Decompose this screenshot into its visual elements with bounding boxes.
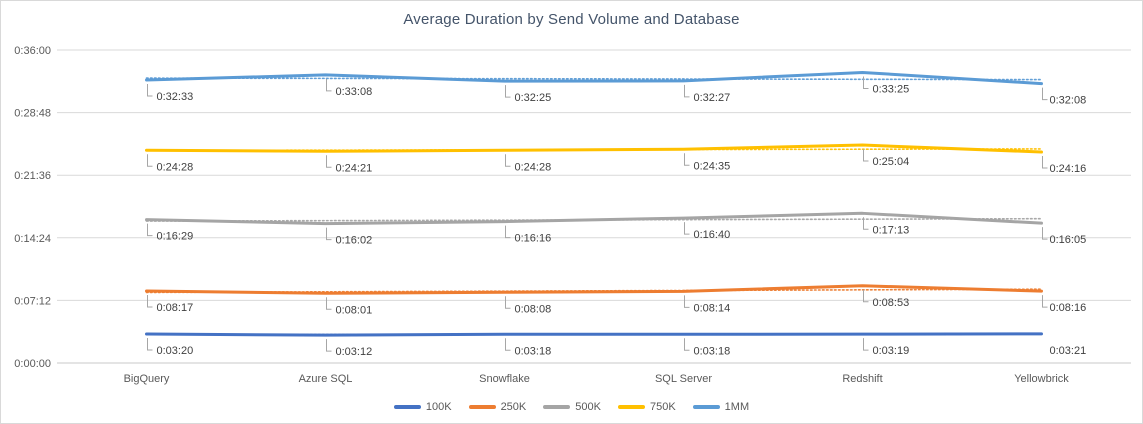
data-label-250K-SQL-Server: 0:08:14 <box>694 302 731 314</box>
legend-label: 1MM <box>724 401 750 413</box>
data-label-750K-Yellowbrick: 0:24:16 <box>1050 163 1087 175</box>
data-label-leader <box>1042 295 1048 308</box>
data-label-500K-SQL-Server: 0:16:40 <box>694 229 731 241</box>
y-axis-tick-label: 0:07:12 <box>14 295 51 307</box>
x-axis-category-label: SQL Server <box>655 373 712 385</box>
trendline-250K <box>145 288 1043 294</box>
legend-swatch-100K <box>393 405 421 409</box>
data-label-1MM-Redshift: 0:33:25 <box>873 83 910 95</box>
legend-item-250K[interactable]: 250K <box>468 401 527 413</box>
data-label-leader <box>326 339 332 352</box>
data-label-500K-Redshift: 0:17:13 <box>873 224 910 236</box>
trendline-1MM <box>145 77 1043 81</box>
data-label-100K-Azure-SQL: 0:03:12 <box>336 346 373 358</box>
data-label-leader <box>684 295 690 308</box>
data-label-500K-Snowflake: 0:16:16 <box>515 233 552 245</box>
trendline-500K <box>145 217 1043 222</box>
legend-item-500K[interactable]: 500K <box>543 401 601 413</box>
x-axis-category-label: Snowflake <box>479 373 530 385</box>
data-label-250K-Azure-SQL: 0:08:01 <box>336 304 373 316</box>
data-label-100K-Yellowbrick: 0:03:21 <box>1050 345 1087 357</box>
data-label-leader <box>863 149 869 162</box>
data-label-750K-BigQuery: 0:24:28 <box>157 161 194 173</box>
legend-item-750K[interactable]: 750K <box>617 401 676 413</box>
legend-label: 100K <box>425 401 452 413</box>
data-label-leader <box>863 338 869 351</box>
data-label-1MM-SQL-Server: 0:32:27 <box>694 92 731 104</box>
data-label-leader <box>684 153 690 166</box>
trendline-100K <box>145 333 1043 336</box>
data-label-100K-BigQuery: 0:03:20 <box>157 345 194 357</box>
data-label-leader <box>326 227 332 241</box>
data-label-leader <box>147 294 153 308</box>
data-label-leader <box>863 76 869 89</box>
data-label-leader <box>1042 227 1048 240</box>
data-label-1MM-Azure-SQL: 0:33:08 <box>336 86 373 98</box>
legend: 100K 250K 500K 750K 1MM <box>1 401 1142 413</box>
y-axis-tick-label: 0:14:24 <box>14 233 51 245</box>
data-label-leader <box>326 155 332 168</box>
data-label-250K-Redshift: 0:08:53 <box>873 297 910 309</box>
y-axis-tick-label: 0:00:00 <box>14 358 51 370</box>
data-label-1MM-Yellowbrick: 0:32:08 <box>1050 95 1087 107</box>
legend-swatch-750K <box>617 405 645 409</box>
data-label-leader <box>505 338 511 351</box>
y-axis-tick-label: 0:21:36 <box>14 170 51 182</box>
data-label-leader <box>505 154 511 167</box>
data-label-leader <box>505 85 511 98</box>
chart-title: Average Duration by Send Volume and Data… <box>403 11 740 28</box>
data-label-leader <box>684 338 690 351</box>
series-line-1MM <box>145 70 1043 86</box>
data-label-250K-Yellowbrick: 0:08:16 <box>1050 302 1087 314</box>
data-label-750K-Redshift: 0:25:04 <box>873 156 910 168</box>
data-label-leader <box>147 223 153 237</box>
data-label-leader <box>684 222 690 235</box>
series-line-250K <box>145 284 1043 295</box>
data-label-leader <box>1042 87 1048 101</box>
data-label-750K-Azure-SQL: 0:24:21 <box>336 162 373 174</box>
y-axis-tick-label: 0:36:00 <box>14 45 51 57</box>
data-label-500K-BigQuery: 0:16:29 <box>157 231 194 243</box>
legend-label: 500K <box>575 401 601 413</box>
data-label-leader <box>863 217 869 230</box>
data-label-leader <box>505 296 511 309</box>
data-label-leader <box>147 83 153 97</box>
data-label-100K-SQL-Server: 0:03:18 <box>694 345 731 357</box>
chart-canvas: 0:00:00 0:07:12 0:14:24 0:21:36 0:28:48 0:36:… <box>14 45 1131 385</box>
legend-item-1MM[interactable]: 1MM <box>692 401 750 413</box>
x-axis-category-label: Redshift <box>842 373 882 385</box>
x-axis-category-label: Yellowbrick <box>1014 373 1069 385</box>
data-label-250K-Snowflake: 0:08:08 <box>515 303 552 315</box>
legend-swatch-1MM <box>692 405 720 409</box>
data-label-leader <box>863 289 869 303</box>
data-label-250K-BigQuery: 0:08:17 <box>157 302 194 314</box>
data-label-750K-Snowflake: 0:24:28 <box>515 161 552 173</box>
data-label-leader <box>326 78 332 92</box>
trendline-750K <box>145 148 1043 152</box>
data-label-750K-SQL-Server: 0:24:35 <box>694 160 731 172</box>
data-label-leader <box>147 154 153 167</box>
data-label-leader <box>1042 156 1048 169</box>
legend-item-100K[interactable]: 100K <box>393 401 452 413</box>
data-label-leader <box>147 338 153 351</box>
data-label-1MM-BigQuery: 0:32:33 <box>157 91 194 103</box>
legend-swatch-250K <box>468 405 496 409</box>
x-axis-category-label: BigQuery <box>124 373 170 385</box>
legend-swatch-500K <box>543 405 571 409</box>
legend-label: 750K <box>649 401 676 413</box>
legend-label: 250K <box>500 401 527 413</box>
data-label-100K-Snowflake: 0:03:18 <box>515 345 552 357</box>
y-axis-tick-label: 0:28:48 <box>14 108 51 120</box>
data-label-leader <box>505 225 511 239</box>
data-label-leader <box>684 84 690 98</box>
data-label-1MM-Snowflake: 0:32:25 <box>515 92 552 104</box>
data-label-leader <box>326 297 332 310</box>
data-label-500K-Azure-SQL: 0:16:02 <box>336 235 373 247</box>
data-label-500K-Yellowbrick: 0:16:05 <box>1050 234 1087 246</box>
data-label-100K-Redshift: 0:03:19 <box>873 345 910 357</box>
x-axis-category-label: Azure SQL <box>299 373 353 385</box>
